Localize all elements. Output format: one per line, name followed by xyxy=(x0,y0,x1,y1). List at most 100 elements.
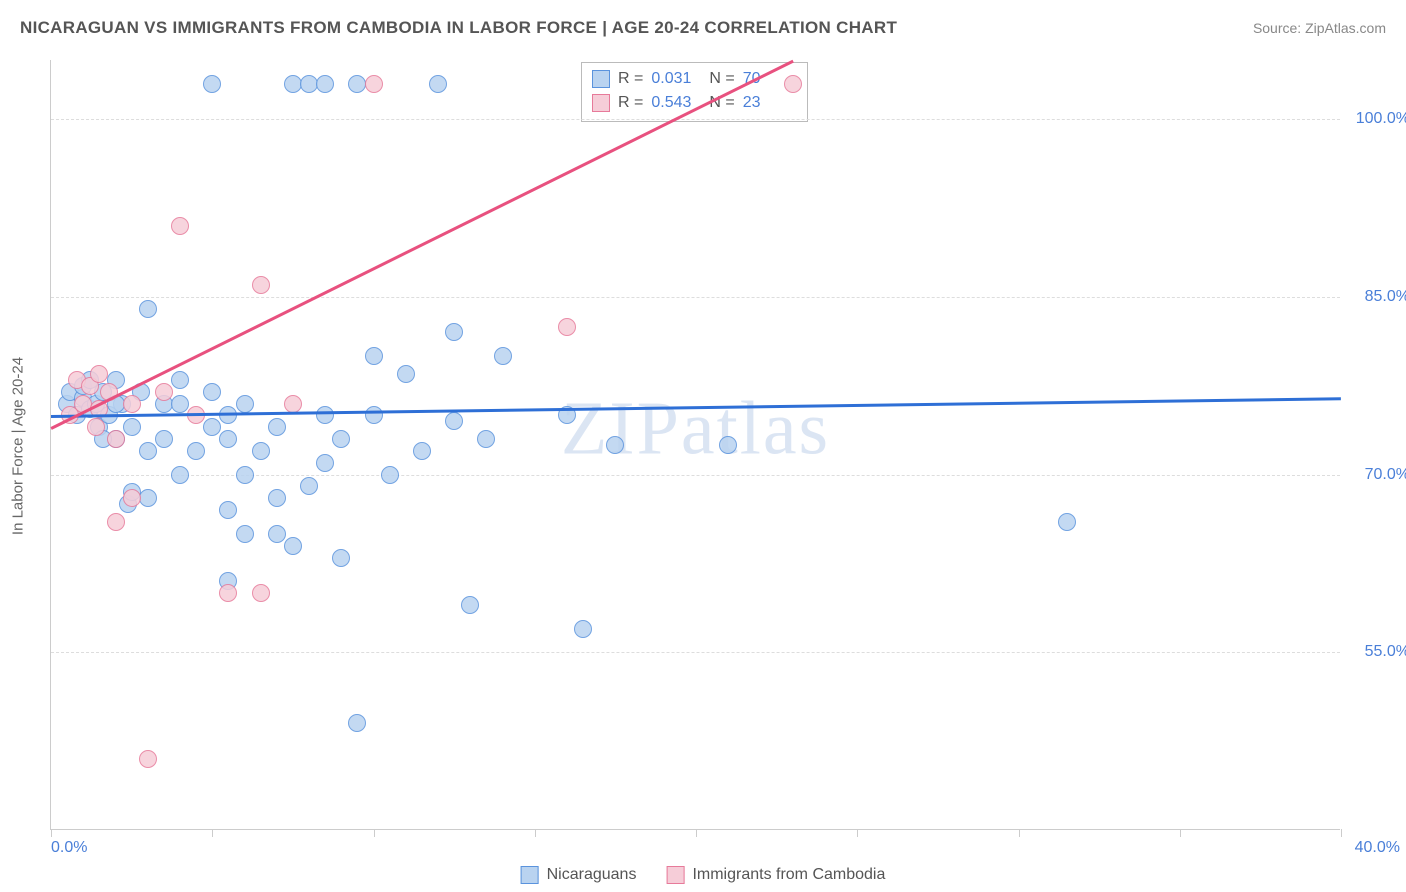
data-point xyxy=(252,584,270,602)
xtick-mark xyxy=(51,829,52,837)
data-point xyxy=(203,418,221,436)
data-point xyxy=(252,276,270,294)
r-value-1: 0.031 xyxy=(651,67,701,91)
ytick-label: 100.0% xyxy=(1350,110,1406,128)
data-point xyxy=(284,537,302,555)
data-point xyxy=(784,75,802,93)
gridline-h xyxy=(51,119,1340,120)
data-point xyxy=(219,430,237,448)
data-point xyxy=(494,347,512,365)
ytick-label: 55.0% xyxy=(1350,643,1406,661)
plot-area: ZIPatlas R = 0.031 N = 70 R = 0.543 N = … xyxy=(50,60,1340,830)
data-point xyxy=(90,365,108,383)
data-point xyxy=(413,442,431,460)
xtick-min: 0.0% xyxy=(51,839,87,857)
gridline-h xyxy=(51,297,1340,298)
data-point xyxy=(123,395,141,413)
legend-swatch-2 xyxy=(666,866,684,884)
data-point xyxy=(348,714,366,732)
data-point xyxy=(445,323,463,341)
y-axis-label: In Labor Force | Age 20-24 xyxy=(10,357,27,535)
data-point xyxy=(381,466,399,484)
xtick-mark xyxy=(212,829,213,837)
data-point xyxy=(107,513,125,531)
data-point xyxy=(187,442,205,460)
data-point xyxy=(87,418,105,436)
r-value-2: 0.543 xyxy=(651,91,701,115)
data-point xyxy=(171,371,189,389)
r-label: R = xyxy=(618,67,643,91)
data-point xyxy=(300,477,318,495)
data-point xyxy=(461,596,479,614)
n-value-2: 23 xyxy=(743,91,793,115)
data-point xyxy=(139,300,157,318)
xtick-mark xyxy=(696,829,697,837)
data-point xyxy=(284,395,302,413)
legend-label-2: Immigrants from Cambodia xyxy=(692,866,885,884)
stats-row-1: R = 0.031 N = 70 xyxy=(592,67,793,91)
xtick-mark xyxy=(374,829,375,837)
data-point xyxy=(445,412,463,430)
chart-title: NICARAGUAN VS IMMIGRANTS FROM CAMBODIA I… xyxy=(20,18,897,38)
data-point xyxy=(155,430,173,448)
xtick-max: 40.0% xyxy=(1355,839,1400,857)
swatch-series-1 xyxy=(592,70,610,88)
data-point xyxy=(171,395,189,413)
bottom-legend: Nicaraguans Immigrants from Cambodia xyxy=(521,866,886,884)
legend-item-1: Nicaraguans xyxy=(521,866,637,884)
data-point xyxy=(316,75,334,93)
data-point xyxy=(155,383,173,401)
data-point xyxy=(316,406,334,424)
data-point xyxy=(171,466,189,484)
legend-item-2: Immigrants from Cambodia xyxy=(666,866,885,884)
xtick-mark xyxy=(535,829,536,837)
data-point xyxy=(558,318,576,336)
data-point xyxy=(203,383,221,401)
source-label: Source: ZipAtlas.com xyxy=(1253,20,1386,36)
data-point xyxy=(332,549,350,567)
data-point xyxy=(268,418,286,436)
swatch-series-2 xyxy=(592,94,610,112)
watermark: ZIPatlas xyxy=(561,386,830,473)
data-point xyxy=(574,620,592,638)
data-point xyxy=(139,750,157,768)
data-point xyxy=(219,584,237,602)
xtick-mark xyxy=(1341,829,1342,837)
gridline-h xyxy=(51,652,1340,653)
ytick-label: 70.0% xyxy=(1350,466,1406,484)
data-point xyxy=(365,406,383,424)
data-point xyxy=(171,217,189,235)
data-point xyxy=(1058,513,1076,531)
xtick-mark xyxy=(1019,829,1020,837)
data-point xyxy=(268,489,286,507)
xtick-mark xyxy=(857,829,858,837)
legend-label-1: Nicaraguans xyxy=(547,866,637,884)
data-point xyxy=(719,436,737,454)
data-point xyxy=(252,442,270,460)
data-point xyxy=(139,442,157,460)
ytick-label: 85.0% xyxy=(1350,288,1406,306)
data-point xyxy=(203,75,221,93)
data-point xyxy=(139,489,157,507)
data-point xyxy=(332,430,350,448)
data-point xyxy=(236,395,254,413)
data-point xyxy=(365,75,383,93)
data-point xyxy=(365,347,383,365)
data-point xyxy=(123,418,141,436)
data-point xyxy=(219,501,237,519)
data-point xyxy=(397,365,415,383)
data-point xyxy=(107,430,125,448)
data-point xyxy=(429,75,447,93)
data-point xyxy=(236,525,254,543)
data-point xyxy=(316,454,334,472)
n-label: N = xyxy=(709,67,734,91)
data-point xyxy=(268,525,286,543)
r-label: R = xyxy=(618,91,643,115)
legend-swatch-1 xyxy=(521,866,539,884)
data-point xyxy=(606,436,624,454)
data-point xyxy=(123,489,141,507)
data-point xyxy=(219,406,237,424)
trend-line xyxy=(50,60,793,429)
data-point xyxy=(236,466,254,484)
xtick-mark xyxy=(1180,829,1181,837)
